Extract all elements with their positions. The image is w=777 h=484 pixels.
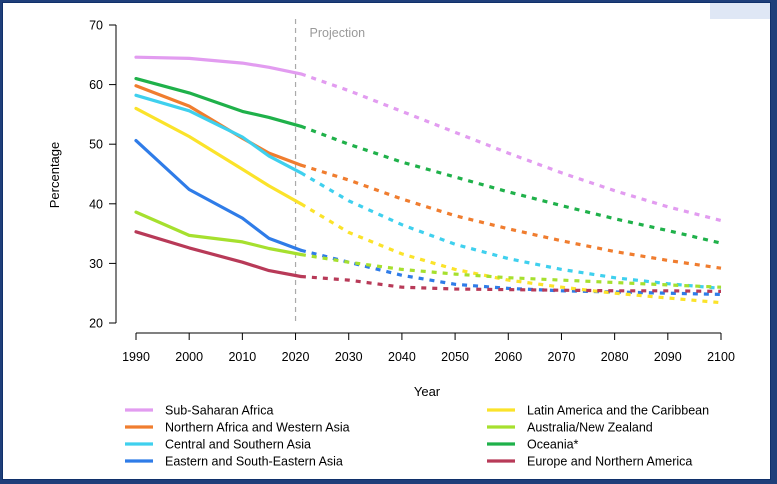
- series-projection-line: [300, 163, 722, 270]
- series-estimate-line: [134, 139, 303, 252]
- x-tick-label: 2100: [707, 350, 735, 364]
- projection-marker: Projection: [294, 19, 366, 323]
- x-tick-label: 2020: [282, 350, 310, 364]
- series-projection-line: [300, 202, 722, 305]
- y-tick-label: 60: [89, 78, 103, 92]
- series-estimate-line: [134, 93, 303, 175]
- legend-label: Sub-Saharan Africa: [165, 404, 273, 418]
- x-tick-label: 2060: [494, 350, 522, 364]
- series-estimate-line: [134, 76, 303, 128]
- x-axis-title: Year: [414, 384, 441, 399]
- legend-label: Northern Africa and Western Asia: [165, 421, 350, 435]
- y-tick-label: 30: [89, 257, 103, 271]
- series-projection-line: [300, 72, 722, 223]
- legend-label: Latin America and the Caribbean: [527, 404, 709, 418]
- x-tick-label: 2000: [175, 350, 203, 364]
- series-estimate-line: [134, 230, 303, 279]
- y-tick-label: 70: [89, 19, 103, 33]
- legend-label: Oceania*: [527, 438, 579, 452]
- series-projection-line: [300, 124, 722, 245]
- series-estimate-line: [134, 55, 303, 76]
- x-tick-label: 2050: [441, 350, 469, 364]
- legend-label: Eastern and South-Eastern Asia: [165, 455, 343, 469]
- series-projection-line: [300, 252, 722, 289]
- x-tick-label: 1990: [122, 350, 150, 364]
- chart-frame: 20 30 40 50 60 70 1990 2000 2010 2020 2030 2040 2050…: [2, 2, 771, 480]
- y-tick-label: 40: [89, 197, 103, 211]
- x-tick-label: 2070: [548, 350, 576, 364]
- legend-label: Australia/New Zealand: [527, 421, 653, 435]
- y-tick-label: 50: [89, 138, 103, 152]
- y-axis-title: Percentage: [47, 142, 62, 209]
- y-tick-label: 20: [89, 317, 103, 331]
- x-tick-label: 2090: [654, 350, 682, 364]
- projection-label: Projection: [310, 26, 366, 40]
- series-estimate-line: [134, 210, 303, 257]
- corner-tab: [710, 3, 770, 19]
- legend-label: Central and Southern Asia: [165, 438, 311, 452]
- series-projection-line: [300, 248, 722, 296]
- x-tick-label: 2030: [335, 350, 363, 364]
- x-tick-label: 2080: [601, 350, 629, 364]
- series-estimate-line: [134, 106, 303, 206]
- x-tick-label: 2010: [228, 350, 256, 364]
- legend: Sub-Saharan Africa Northern Africa and We…: [125, 404, 709, 469]
- legend-label: Europe and Northern America: [527, 455, 692, 469]
- x-tick-label: 2040: [388, 350, 416, 364]
- series-lines: [134, 55, 722, 305]
